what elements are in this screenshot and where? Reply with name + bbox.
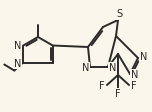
Text: N: N: [140, 52, 147, 62]
Text: N: N: [14, 58, 21, 69]
Text: N: N: [82, 63, 89, 73]
Text: F: F: [99, 81, 105, 91]
Text: S: S: [116, 9, 122, 19]
Text: N: N: [109, 63, 116, 73]
Text: N: N: [131, 70, 138, 80]
Text: N: N: [14, 41, 21, 51]
Text: F: F: [115, 89, 121, 99]
Text: F: F: [131, 81, 137, 91]
